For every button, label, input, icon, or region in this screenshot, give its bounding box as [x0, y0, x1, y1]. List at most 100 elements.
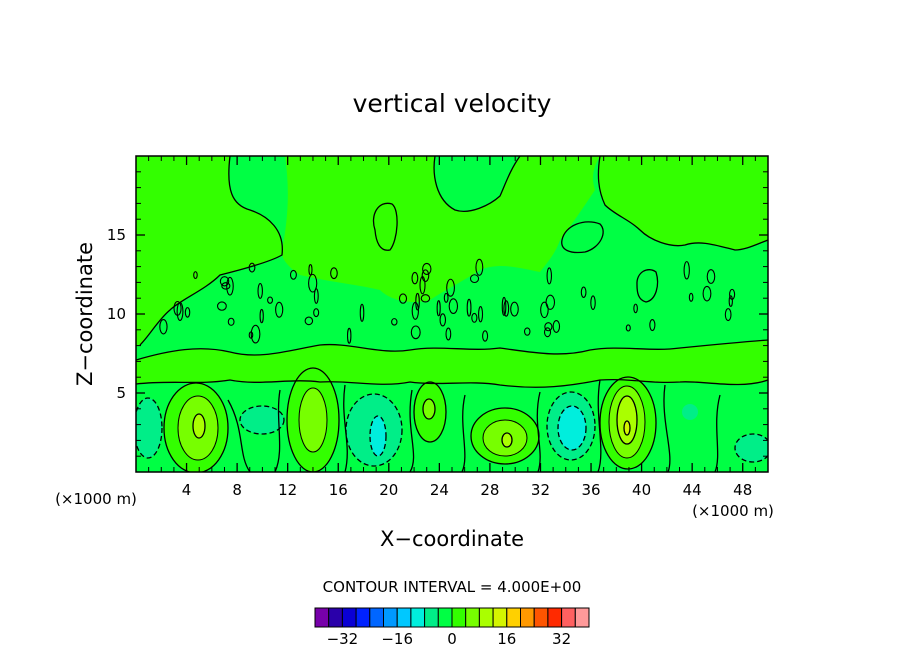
small-contour-cell [683, 261, 690, 280]
colorbar-swatch [341, 607, 357, 628]
y-tick-label: 10 [107, 305, 126, 323]
contour-line [286, 367, 340, 472]
downdraft-outer [735, 434, 768, 462]
colorbar-tick-label: 32 [552, 630, 571, 648]
small-contour-cell [289, 269, 297, 280]
contour-line [433, 156, 521, 212]
contour-line [227, 399, 251, 472]
small-contour-cell [346, 327, 352, 344]
small-contour-cell [590, 295, 596, 311]
colorbar-swatch [520, 607, 535, 628]
contour-line [557, 405, 587, 451]
colorbar-swatch [396, 607, 412, 628]
small-contour-cell [546, 267, 553, 285]
contour-line [177, 395, 219, 461]
small-contour-cells [159, 258, 736, 344]
colorbar-swatch [478, 607, 494, 628]
downdraft-core [370, 416, 386, 456]
contour-line [536, 391, 541, 472]
x-unit-label: (×1000 m) [692, 502, 774, 520]
contour-line [136, 378, 768, 388]
contour-line [714, 394, 721, 472]
small-contour-cell [257, 282, 263, 299]
contour-line [561, 221, 604, 254]
small-contour-cell [422, 262, 432, 275]
small-contour-cell [552, 319, 561, 333]
small-contour-cell [503, 300, 510, 317]
positive-region-east [598, 156, 768, 250]
small-contour-cell [216, 301, 227, 311]
contour-line [274, 389, 281, 472]
small-contour-cell [523, 327, 531, 336]
y-tick-label: 15 [107, 226, 126, 244]
small-contour-cell [176, 301, 184, 321]
small-contour-cell [159, 318, 168, 335]
colorbar-swatch [369, 607, 384, 628]
colorbar-swatch [437, 607, 453, 628]
x-tick-label: 8 [232, 481, 242, 499]
small-contour-cell [466, 298, 472, 317]
contour-line [163, 382, 229, 472]
contour-line [136, 397, 163, 459]
x-tick-label: 48 [733, 481, 752, 499]
y-tick-label: 5 [116, 384, 126, 402]
small-contour-cell [724, 308, 732, 322]
x-tick-label: 12 [278, 481, 297, 499]
small-contour-cell [469, 274, 480, 284]
contour-line [663, 384, 671, 472]
x-axis-label: X−coordinate [380, 527, 524, 551]
colorbar-tick-label: 0 [447, 630, 457, 648]
small-contour-cell [625, 324, 631, 332]
contour-line [409, 389, 415, 472]
colorbar-tick-labels: −32 −16 0 16 32 [327, 630, 572, 648]
colorbar-swatch [574, 607, 590, 628]
x-tick-labels: 4 8 12 16 20 24 28 32 36 40 44 48 [182, 481, 752, 499]
x-tick-label: 32 [531, 481, 550, 499]
contour-line [623, 420, 631, 436]
contour-line [413, 381, 447, 443]
colorbar-tick-label: −32 [327, 630, 359, 648]
colorbar-swatch [492, 607, 508, 628]
colorbar [314, 607, 590, 628]
small-contour-cell [436, 300, 441, 317]
small-contour-cell [475, 258, 484, 276]
contour-line [599, 376, 657, 470]
contour-line [734, 433, 768, 463]
downdraft-outer [682, 404, 698, 420]
small-contour-cell [227, 317, 235, 326]
small-contour-cell [439, 313, 447, 327]
small-contour-cell [421, 269, 430, 283]
small-contour-cell [419, 276, 426, 295]
x-tick-label: 36 [581, 481, 600, 499]
small-contour-cell [729, 288, 736, 300]
small-contour-cell [248, 331, 254, 339]
colorbar-tick-label: 16 [497, 630, 516, 648]
contour-line [422, 398, 436, 420]
downdraft-outer [136, 398, 162, 458]
x-tick-label: 44 [683, 481, 702, 499]
colorbar-swatch [561, 607, 576, 628]
contour-line [597, 379, 602, 472]
small-contour-cell [544, 322, 553, 332]
small-contour-cell [259, 308, 264, 324]
small-contour-cell [702, 285, 712, 302]
small-contour-cell [633, 303, 638, 314]
small-contour-cell [398, 293, 408, 304]
y-tick-labels: 5 10 15 [107, 226, 126, 402]
small-contour-cell [445, 327, 452, 341]
small-contour-cell [250, 324, 261, 344]
x-tick-label: 24 [430, 481, 449, 499]
small-contour-cell [478, 306, 484, 323]
colorbar-tick-label: −16 [381, 630, 413, 648]
small-contour-cell [649, 318, 656, 332]
contour-interval-label: CONTOUR INTERVAL = 4.000E+00 [323, 578, 582, 596]
updraft-mid [299, 388, 327, 452]
y-axis-label: Z−coordinate [73, 242, 97, 386]
contour-line [636, 269, 659, 303]
colorbar-swatch [424, 607, 439, 628]
contour-line [616, 395, 638, 445]
small-contour-cell [248, 262, 256, 273]
small-contour-cell [184, 307, 191, 318]
colorbar-swatch [328, 607, 343, 628]
